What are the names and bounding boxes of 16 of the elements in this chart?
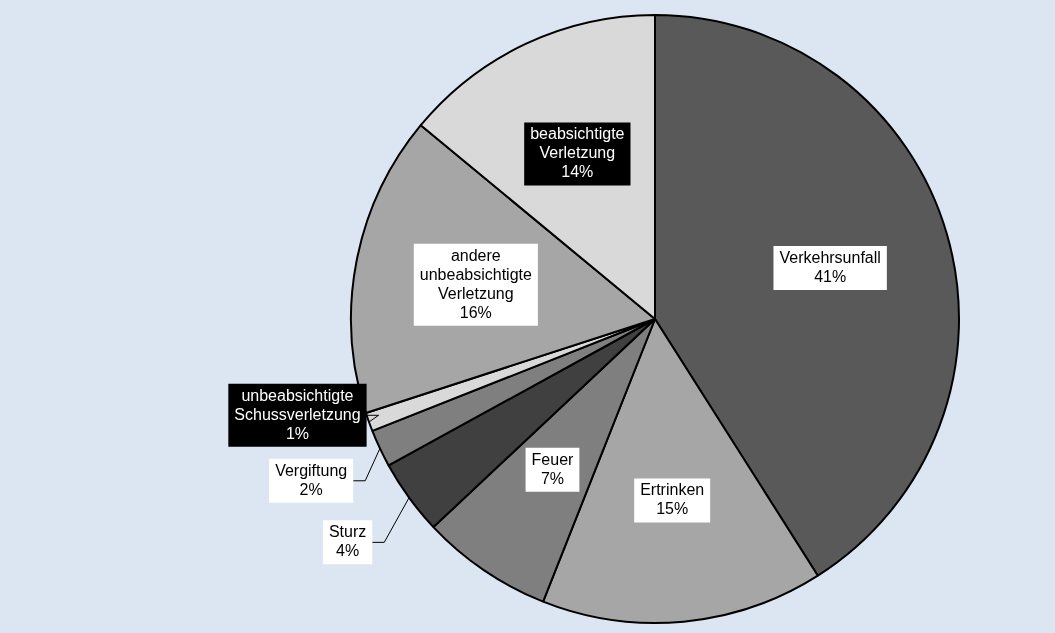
slice-label: andere unbeabsichtigte Verletzung bbox=[419, 246, 532, 302]
data-label: 15% bbox=[656, 500, 689, 518]
data-label: 7% bbox=[540, 469, 565, 487]
slice-label: Ertrinken bbox=[640, 481, 705, 499]
slice-label: unbeabsichtigte Schussverletzung bbox=[234, 386, 361, 423]
slice-label: Feuer bbox=[531, 450, 575, 468]
data-label: 4% bbox=[336, 542, 360, 560]
data-label: 14% bbox=[561, 163, 594, 181]
slice-label: Verkehrsunfall bbox=[779, 249, 881, 267]
data-label: 16% bbox=[459, 303, 492, 321]
data-label: 1% bbox=[285, 424, 310, 442]
slice-label: Sturz bbox=[328, 523, 367, 541]
slice-label: beabsichtigte Verletzung bbox=[530, 125, 625, 162]
data-label: 41% bbox=[814, 268, 847, 286]
slice-label: Vergiftung bbox=[275, 461, 348, 479]
data-label: 2% bbox=[299, 480, 323, 498]
